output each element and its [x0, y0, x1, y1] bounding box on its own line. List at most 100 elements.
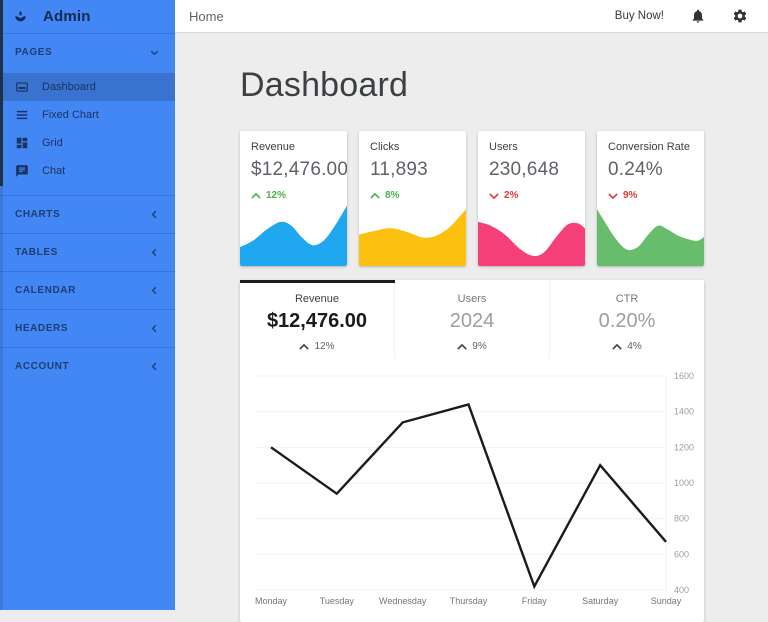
tab-ctr[interactable]: CTR 0.20% 4% — [549, 280, 704, 358]
stat-label: Users — [489, 141, 518, 153]
tab-trend: 4% — [550, 341, 704, 352]
tab-trend: 9% — [395, 341, 549, 352]
sparkline-chart — [240, 205, 347, 266]
sidebar: Admin PAGES Dashboard Fixed Chart Grid Chat C… — [0, 0, 175, 610]
stat-value: 230,648 — [489, 159, 560, 180]
stat-label: Revenue — [251, 141, 296, 153]
chevron-left-icon — [149, 209, 160, 220]
tab-trend: 12% — [240, 341, 394, 352]
stat-trend: 9% — [608, 190, 693, 201]
sidebar-item-label: Dashboard — [42, 81, 96, 93]
overview-card: Revenue $12,476.00 12% Users 2024 9% CTR 0.20% 4… — [240, 280, 704, 622]
chevron-left-icon — [149, 285, 160, 296]
sidebar-item-grid[interactable]: Grid — [0, 129, 175, 157]
stat-card-conversion-rate: Conversion Rate 0.24% 9% — [597, 131, 704, 266]
main-content: Dashboard Revenue $12,476.00 12% Clicks 11,8… — [175, 33, 768, 622]
stat-cards-row: Revenue $12,476.00 12% Clicks 11,893 8% Users 2… — [240, 131, 704, 266]
chevron-left-icon — [149, 247, 160, 258]
section-label: CHARTS — [15, 209, 61, 220]
tab-trend-value: 4% — [627, 341, 642, 352]
sidebar-nav: PAGES Dashboard Fixed Chart Grid Chat CHARTS T… — [0, 33, 175, 385]
tab-value: $12,476.00 — [266, 310, 368, 332]
stat-card-users: Users 230,648 2% — [478, 131, 585, 266]
caret-up-icon — [370, 192, 380, 199]
stat-label: Conversion Rate — [608, 141, 690, 153]
stat-trend-value: 8% — [385, 190, 400, 201]
svg-text:400: 400 — [674, 585, 689, 595]
tab-label: Revenue — [294, 293, 340, 305]
bell-icon[interactable] — [690, 8, 706, 24]
caret-down-icon — [489, 192, 499, 199]
stat-card-revenue: Revenue $12,476.00 12% — [240, 131, 347, 266]
tab-trend-value: 9% — [472, 341, 487, 352]
tab-revenue[interactable]: Revenue $12,476.00 12% — [240, 280, 394, 358]
stat-trend: 2% — [489, 190, 574, 201]
svg-text:1000: 1000 — [674, 478, 694, 488]
grid-icon — [15, 136, 29, 150]
svg-text:600: 600 — [674, 549, 689, 559]
sidebar-item-label: Chat — [42, 165, 66, 177]
svg-text:800: 800 — [674, 514, 689, 524]
svg-text:Sunday: Sunday — [651, 596, 682, 606]
dashboard-card-icon — [15, 80, 29, 94]
sidebar-item-chat[interactable]: Chat — [0, 157, 175, 185]
stat-value: 11,893 — [370, 159, 428, 180]
svg-text:Thursday: Thursday — [450, 596, 488, 606]
svg-text:Monday: Monday — [255, 596, 288, 606]
sidebar-section-charts[interactable]: CHARTS — [0, 195, 175, 233]
scrollbar-thumb[interactable] — [0, 0, 3, 186]
caret-up-icon — [457, 343, 468, 350]
breadcrumb: Home — [189, 8, 224, 24]
tab-users[interactable]: Users 2024 9% — [394, 280, 549, 358]
svg-text:Saturday: Saturday — [582, 596, 619, 606]
svg-text:1200: 1200 — [674, 442, 694, 452]
stat-label: Clicks — [370, 141, 400, 153]
stat-trend: 12% — [251, 190, 336, 201]
svg-text:Wednesday: Wednesday — [379, 596, 427, 606]
sidebar-section-tables[interactable]: TABLES — [0, 233, 175, 271]
sparkline-chart — [359, 209, 466, 266]
stat-trend-value: 9% — [623, 190, 638, 201]
active-tab-indicator — [240, 280, 395, 283]
stat-card-body: Clicks 11,893 8% — [359, 131, 466, 201]
overview-tabs: Revenue $12,476.00 12% Users 2024 9% CTR 0.20% 4… — [240, 280, 704, 358]
section-label: TABLES — [15, 247, 58, 258]
buy-now-link[interactable]: Buy Now! — [614, 10, 664, 22]
svg-text:Friday: Friday — [522, 596, 548, 606]
tab-label: Users — [457, 293, 487, 305]
sidebar-section-account[interactable]: ACCOUNT — [0, 347, 175, 385]
section-label: ACCOUNT — [15, 361, 70, 372]
svg-text:1600: 1600 — [674, 371, 694, 381]
caret-up-icon — [299, 343, 310, 350]
chevron-down-icon — [149, 47, 160, 58]
spa-logo-icon — [13, 9, 28, 24]
sidebar-header[interactable]: Admin — [0, 0, 175, 33]
sidebar-section-calendar[interactable]: CALENDAR — [0, 271, 175, 309]
sparkline-chart — [478, 221, 585, 266]
stat-card-clicks: Clicks 11,893 8% — [359, 131, 466, 266]
stat-value: $12,476.00 — [251, 159, 347, 180]
topbar: Home Buy Now! — [175, 0, 768, 33]
sidebar-section-headers[interactable]: HEADERS — [0, 309, 175, 347]
sidebar-scrollbar[interactable] — [0, 0, 3, 610]
section-label: PAGES — [15, 47, 53, 58]
stat-trend-value: 2% — [504, 190, 519, 201]
section-label: CALENDAR — [15, 285, 76, 296]
tab-label: CTR — [615, 293, 639, 305]
section-label: HEADERS — [15, 323, 69, 334]
weekly-line-chart: 400 600 800 1000 1200 1400 1600 Monday Tuesday We… — [240, 358, 704, 616]
tab-trend-value: 12% — [314, 341, 335, 352]
chevron-left-icon — [149, 323, 160, 334]
tab-value: 0.20% — [598, 310, 656, 332]
gear-icon[interactable] — [732, 8, 748, 24]
caret-up-icon — [251, 192, 261, 199]
chat-icon — [15, 164, 29, 178]
app-title: Admin — [43, 8, 91, 25]
stat-trend: 8% — [370, 190, 455, 201]
caret-down-icon — [608, 192, 618, 199]
sidebar-item-dashboard[interactable]: Dashboard — [0, 73, 175, 101]
sidebar-item-label: Grid — [42, 137, 63, 149]
sidebar-item-fixed-chart[interactable]: Fixed Chart — [0, 101, 175, 129]
sidebar-section-pages[interactable]: PAGES — [0, 33, 175, 71]
chevron-left-icon — [149, 361, 160, 372]
